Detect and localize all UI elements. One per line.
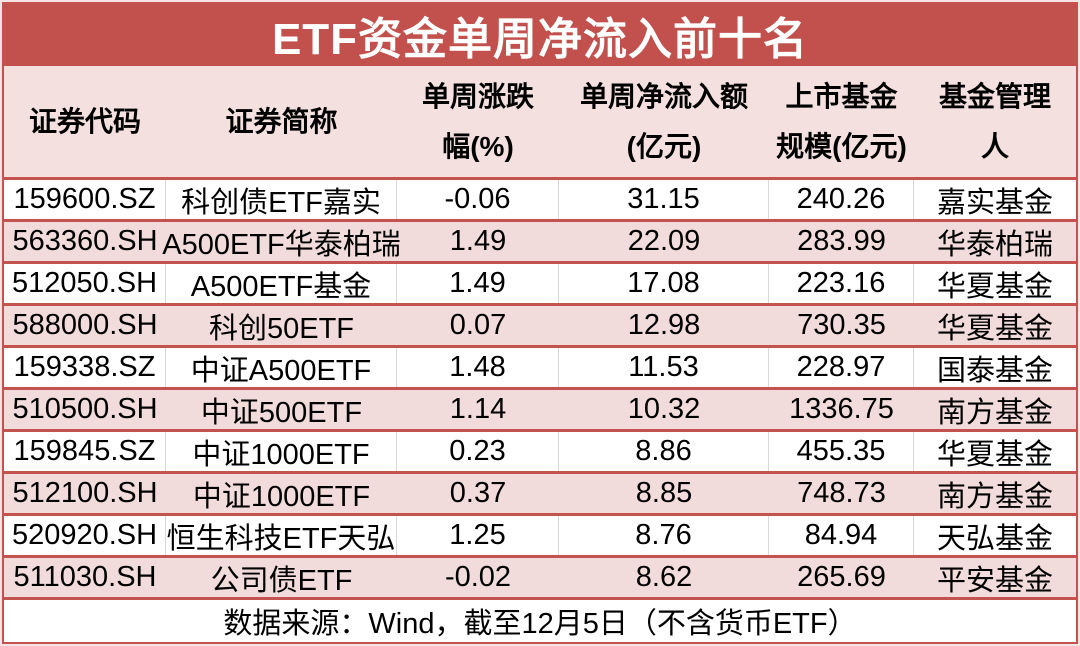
cell-fund-size: 228.97 [769, 348, 914, 387]
header-cell-fund-size: 上市基金 规模(亿元) [769, 66, 914, 177]
header-cell-net-inflow: 单周净流入额 (亿元) [559, 66, 769, 177]
header-label: (亿元) [626, 130, 702, 162]
cell-manager: 国泰基金 [936, 354, 1053, 387]
header-label: 证券简称 [225, 105, 338, 137]
header-label: 单周涨跌 [421, 80, 534, 112]
header-label: 幅(%) [442, 130, 514, 162]
table-row: 510500.SH 中证500ETF 1.14 10.32 1336.75 南方… [4, 390, 1076, 432]
table-row: 512050.SH A500ETF基金 1.49 17.08 223.16 华夏… [4, 264, 1076, 306]
cell-manager: 平安基金 [936, 564, 1053, 597]
cell-net-inflow: 17.08 [559, 264, 769, 303]
cell-manager: 南方基金 [936, 480, 1053, 513]
cell-code: 510500.SH [12, 393, 158, 425]
cell-weekly-change: 0.37 [449, 477, 507, 509]
cell-fund-size: 455.35 [769, 432, 914, 471]
table-row: 159845.SZ 中证1000ETF 0.23 8.86 455.35 华夏基… [4, 432, 1076, 474]
cell-fund-size: 265.69 [797, 561, 886, 593]
cell-code: 520920.SH [4, 516, 166, 555]
header-label: 上市基金 [785, 80, 898, 112]
cell-code: 511030.SH [13, 561, 157, 593]
table-row: 563360.SH A500ETF华泰柏瑞 1.49 22.09 283.99 … [4, 222, 1076, 264]
header-label: 规模(亿元) [776, 130, 907, 162]
cell-manager: 嘉实基金 [936, 186, 1053, 219]
cell-weekly-change: 1.25 [397, 516, 559, 555]
cell-manager: 天弘基金 [936, 522, 1053, 555]
cell-manager: 华夏基金 [936, 312, 1053, 345]
header-cell-code: 证券代码 [4, 66, 166, 177]
cell-manager: 华夏基金 [936, 270, 1053, 303]
cell-name: 恒生科技ETF天弘 [166, 516, 397, 555]
cell-manager: 华夏基金 [936, 438, 1053, 471]
cell-weekly-change: 1.48 [397, 348, 559, 387]
cell-net-inflow: 11.53 [559, 348, 769, 387]
table-row: 159600.SZ 科创债ETF嘉实 -0.06 31.15 240.26 嘉实… [4, 180, 1076, 222]
cell-net-inflow: 8.86 [559, 432, 769, 471]
cell-fund-size: 240.26 [769, 180, 914, 219]
cell-fund-size: 223.16 [769, 264, 914, 303]
page-title: ETF资金单周净流入前十名 [271, 15, 809, 64]
table-row: 159338.SZ 中证A500ETF 1.48 11.53 228.97 国泰… [4, 348, 1076, 390]
cell-name: 公司债ETF [210, 564, 353, 597]
cell-weekly-change: 0.07 [449, 309, 507, 341]
cell-code: 563360.SH [12, 225, 158, 257]
cell-net-inflow: 22.09 [627, 225, 701, 257]
header-cell-manager: 基金管理 人 [914, 66, 1076, 177]
cell-weekly-change: 1.14 [449, 393, 507, 425]
header-label: 单周净流入额 [579, 80, 748, 112]
cell-code: 588000.SH [12, 309, 158, 341]
cell-fund-size: 283.99 [797, 225, 886, 257]
cell-net-inflow: 8.62 [635, 561, 693, 593]
cell-net-inflow: 8.85 [635, 477, 693, 509]
cell-name: 科创债ETF嘉实 [166, 180, 397, 219]
cell-code: 512100.SH [12, 477, 158, 509]
cell-manager: 南方基金 [936, 396, 1053, 429]
table-header-row: 证券代码 证券简称 单周涨跌 幅(%) 单周净流入额 (亿元) 上市基金 规模(… [4, 66, 1076, 180]
cell-code: 159338.SZ [4, 348, 166, 387]
cell-weekly-change: 1.49 [397, 264, 559, 303]
cell-code: 159845.SZ [4, 432, 166, 471]
cell-weekly-change: 1.49 [449, 225, 507, 257]
header-cell-weekly-change: 单周涨跌 幅(%) [397, 66, 559, 177]
header-label: 证券代码 [28, 105, 141, 137]
table-row: 520920.SH 恒生科技ETF天弘 1.25 8.76 84.94 天弘基金 [4, 516, 1076, 558]
cell-code: 512050.SH [4, 264, 166, 303]
cell-code: 159600.SZ [4, 180, 166, 219]
cell-net-inflow: 10.32 [627, 393, 701, 425]
header-label: 人 [980, 130, 1009, 162]
title-bar: ETF资金单周净流入前十名 [4, 4, 1076, 66]
cell-name: 中证1000ETF [166, 432, 397, 471]
header-cell-name: 证券简称 [166, 66, 397, 177]
cell-fund-size: 84.94 [769, 516, 914, 555]
cell-fund-size: 1336.75 [789, 393, 894, 425]
header-label: 基金管理 [938, 80, 1051, 112]
cell-net-inflow: 8.76 [559, 516, 769, 555]
cell-net-inflow: 12.98 [627, 309, 701, 341]
data-source-note: 数据来源：Wind，截至12月5日（不含货币ETF） [223, 608, 857, 640]
cell-weekly-change: -0.06 [397, 180, 559, 219]
cell-net-inflow: 31.15 [559, 180, 769, 219]
table-row: 512100.SH 中证1000ETF 0.37 8.85 748.73 南方基… [4, 474, 1076, 516]
cell-name: 科创50ETF [208, 312, 355, 345]
data-source-footer: 数据来源：Wind，截至12月5日（不含货币ETF） [4, 600, 1076, 642]
cell-weekly-change: -0.02 [444, 561, 512, 593]
cell-name: A500ETF华泰柏瑞 [162, 228, 401, 261]
cell-name: 中证1000ETF [192, 480, 371, 513]
table-row: 511030.SH 公司债ETF -0.02 8.62 265.69 平安基金 [4, 558, 1076, 600]
cell-name: 中证A500ETF [166, 348, 397, 387]
cell-name: A500ETF基金 [166, 264, 397, 303]
cell-weekly-change: 0.23 [397, 432, 559, 471]
cell-manager: 华泰柏瑞 [936, 228, 1053, 261]
table-row: 588000.SH 科创50ETF 0.07 12.98 730.35 华夏基金 [4, 306, 1076, 348]
cell-fund-size: 730.35 [797, 309, 886, 341]
cell-name: 中证500ETF [200, 396, 363, 429]
cell-fund-size: 748.73 [797, 477, 886, 509]
